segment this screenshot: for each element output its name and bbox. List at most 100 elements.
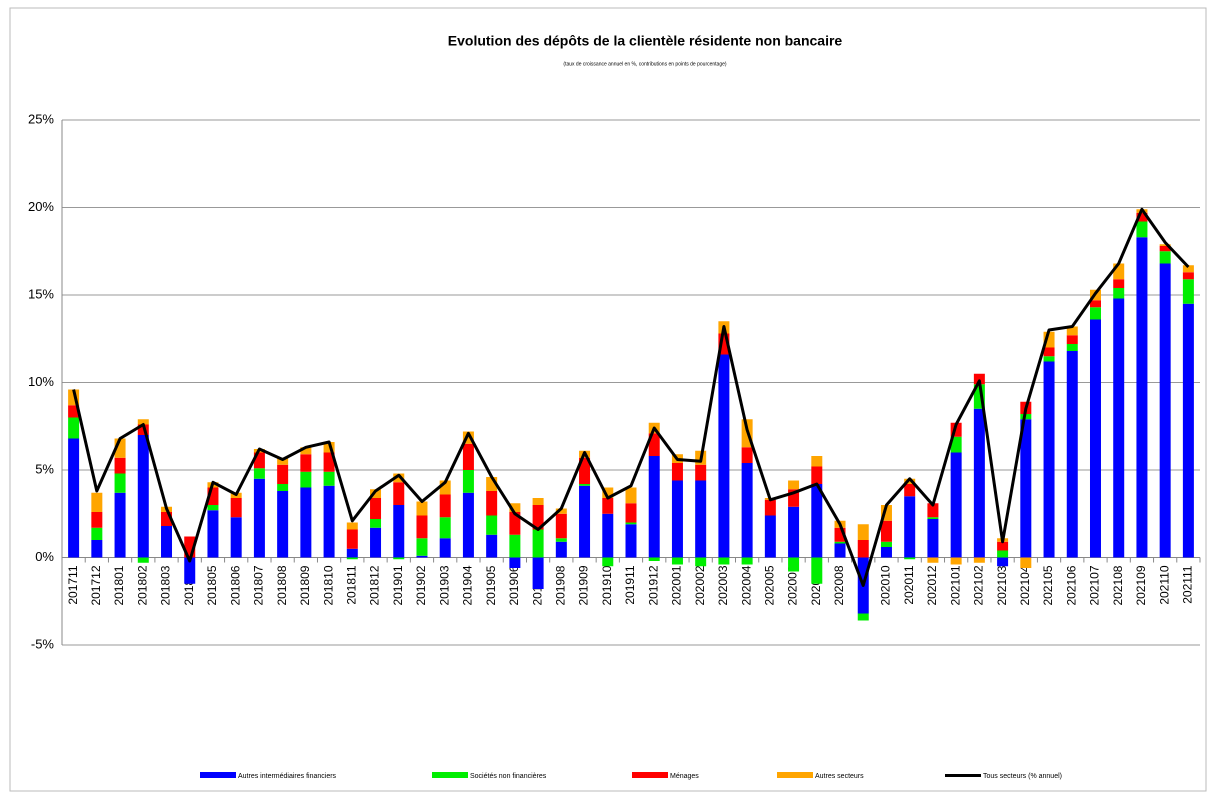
bar-segment: [648, 557, 660, 561]
bar-segment: [532, 498, 544, 505]
bar-segment: [486, 515, 498, 535]
bar-segment: [184, 557, 196, 584]
bar-segment: [532, 557, 544, 589]
bar-segment: [91, 512, 103, 528]
bar-segment: [161, 512, 173, 526]
bar-segment: [997, 550, 1009, 558]
bar-segment: [346, 557, 358, 560]
bar-segment: [393, 482, 405, 505]
x-tick-label: 202006: [786, 565, 800, 605]
x-tick-label: 201808: [275, 565, 289, 605]
bar-segment: [741, 447, 753, 463]
bar-segment: [1136, 212, 1148, 222]
legend-swatch: [945, 774, 981, 777]
frame: [9, 7, 1207, 792]
bar-segment: [788, 557, 800, 572]
bar-segment: [811, 466, 823, 484]
x-tick-label: 202102: [972, 565, 986, 605]
bar-segment: [950, 452, 962, 558]
bar-segment: [1182, 265, 1194, 273]
x-tick-label: 201904: [461, 565, 475, 605]
bar-segment: [91, 527, 103, 540]
bar-segment: [1182, 303, 1194, 558]
bar-segment: [857, 524, 869, 540]
bar-segment: [834, 527, 846, 542]
x-tick-label: 201910: [600, 565, 614, 605]
x-tick-label: 201903: [437, 565, 451, 605]
bar-segment: [207, 505, 219, 511]
bar-segment: [741, 463, 753, 558]
bar-segment: [114, 492, 126, 558]
total-line: [72, 207, 1190, 587]
bar-segment: [439, 480, 451, 495]
bar-segment: [788, 480, 800, 490]
x-tick-label: 201807: [252, 565, 266, 605]
bar-segment: [880, 541, 892, 547]
bar-segment: [184, 536, 196, 558]
legend-label: Ménages: [670, 773, 699, 780]
x-tick-label: 201902: [414, 565, 428, 605]
bar-segment: [555, 541, 567, 558]
bar-segment: [648, 456, 660, 558]
chart-subtitle: (taux de croissance annuel en %, contrib…: [563, 61, 726, 67]
bar-segment: [323, 452, 335, 472]
bar-segment: [695, 557, 707, 567]
y-tick-label: -5%: [31, 636, 55, 651]
x-tick-label: 202106: [1064, 565, 1078, 605]
bar-segment: [277, 491, 289, 558]
bar-segment: [602, 498, 614, 514]
x-tick-label: 201809: [298, 565, 312, 605]
x-tick-label: 201712: [89, 565, 103, 605]
bar-segment: [277, 457, 289, 465]
x-tick-label: 202104: [1018, 565, 1032, 605]
x-tick-label: 201806: [228, 565, 242, 605]
bar-segment: [532, 529, 544, 558]
bar-segment: [1089, 307, 1101, 320]
bar-segment: [416, 538, 428, 556]
bar-segment: [277, 484, 289, 491]
bar-segment: [370, 527, 382, 558]
x-tick-label: 201908: [553, 565, 567, 605]
x-tick-label: 201711: [66, 565, 80, 604]
bar-segment: [764, 499, 776, 516]
bar-segment: [346, 548, 358, 558]
legend-label: Tous secteurs (% annuel): [983, 773, 1062, 780]
bar-segment: [1159, 244, 1171, 246]
bar-segment: [602, 487, 614, 498]
bar-segment: [811, 456, 823, 467]
bar-segment: [137, 419, 149, 425]
x-tick-label: 201901: [391, 565, 405, 605]
legend-swatch: [200, 772, 236, 778]
legend-swatch: [432, 772, 468, 778]
bar-segment: [91, 540, 103, 558]
bar-segment: [486, 477, 498, 491]
bar-segment: [416, 501, 428, 516]
bar-segment: [997, 557, 1009, 567]
bar-segment: [648, 433, 660, 456]
chart-title: Evolution des dépôts de la clientèle rés…: [448, 33, 843, 49]
bar-segment: [114, 438, 126, 458]
bar-segment: [927, 557, 939, 563]
bar-segment: [671, 463, 683, 481]
bar-segment: [300, 471, 312, 488]
bar-segment: [68, 389, 80, 406]
bar-segment: [1182, 279, 1194, 304]
x-tick-label: 202002: [693, 565, 707, 605]
y-tick-label: 25%: [28, 111, 54, 126]
bar-segment: [625, 487, 637, 504]
bar-segment: [904, 478, 916, 484]
y-tick-label: 10%: [28, 374, 54, 389]
bar-segment: [91, 492, 103, 512]
bar-segment: [1136, 221, 1148, 238]
bar-segment: [1043, 361, 1055, 558]
bar-segment: [904, 496, 916, 558]
bar-segment: [973, 373, 985, 385]
bar-segment: [1066, 351, 1078, 558]
x-tick-label: 201805: [205, 565, 219, 605]
bar-segment: [300, 454, 312, 472]
bar-segment: [370, 498, 382, 519]
bar-segment: [555, 513, 567, 539]
bar-segment: [904, 557, 916, 560]
bar-segment: [230, 517, 242, 558]
bar-segment: [207, 487, 219, 505]
